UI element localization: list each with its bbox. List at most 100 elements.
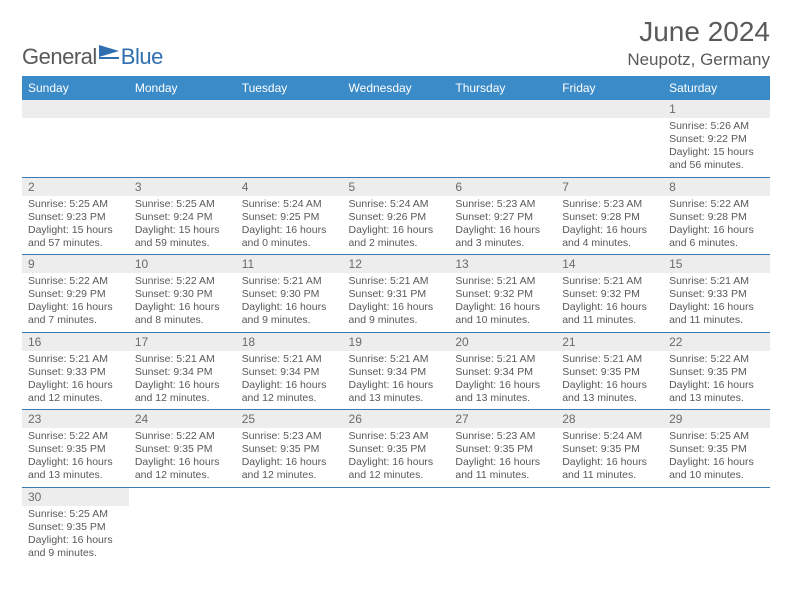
sunset-text: Sunset: 9:35 PM bbox=[455, 443, 550, 456]
calendar-cell bbox=[663, 487, 770, 564]
sunset-text: Sunset: 9:33 PM bbox=[669, 288, 764, 301]
day-details: Sunrise: 5:25 AMSunset: 9:35 PMDaylight:… bbox=[22, 506, 129, 565]
sunset-text: Sunset: 9:35 PM bbox=[349, 443, 444, 456]
location: Neupotz, Germany bbox=[627, 50, 770, 70]
calendar-cell: 16Sunrise: 5:21 AMSunset: 9:33 PMDayligh… bbox=[22, 332, 129, 410]
day-details: Sunrise: 5:23 AMSunset: 9:28 PMDaylight:… bbox=[556, 196, 663, 255]
calendar-cell bbox=[129, 100, 236, 177]
day-number: 30 bbox=[22, 488, 129, 506]
day-details: Sunrise: 5:22 AMSunset: 9:35 PMDaylight:… bbox=[129, 428, 236, 487]
day-number: 9 bbox=[22, 255, 129, 273]
col-sat: Saturday bbox=[663, 76, 770, 100]
calendar-cell: 13Sunrise: 5:21 AMSunset: 9:32 PMDayligh… bbox=[449, 255, 556, 333]
daylight-text: Daylight: 16 hours and 9 minutes. bbox=[242, 301, 337, 327]
day-header-row: Sunday Monday Tuesday Wednesday Thursday… bbox=[22, 76, 770, 100]
calendar-row: 30Sunrise: 5:25 AMSunset: 9:35 PMDayligh… bbox=[22, 487, 770, 564]
day-number: 15 bbox=[663, 255, 770, 273]
daylight-text: Daylight: 16 hours and 13 minutes. bbox=[455, 379, 550, 405]
calendar-cell bbox=[343, 487, 450, 564]
day-number: 21 bbox=[556, 333, 663, 351]
daylight-text: Daylight: 16 hours and 8 minutes. bbox=[135, 301, 230, 327]
day-details: Sunrise: 5:24 AMSunset: 9:25 PMDaylight:… bbox=[236, 196, 343, 255]
day-details: Sunrise: 5:21 AMSunset: 9:34 PMDaylight:… bbox=[129, 351, 236, 410]
daylight-text: Daylight: 16 hours and 2 minutes. bbox=[349, 224, 444, 250]
calendar-cell: 22Sunrise: 5:22 AMSunset: 9:35 PMDayligh… bbox=[663, 332, 770, 410]
sunset-text: Sunset: 9:34 PM bbox=[135, 366, 230, 379]
col-mon: Monday bbox=[129, 76, 236, 100]
sunrise-text: Sunrise: 5:25 AM bbox=[135, 198, 230, 211]
sunrise-text: Sunrise: 5:22 AM bbox=[669, 198, 764, 211]
sunset-text: Sunset: 9:35 PM bbox=[242, 443, 337, 456]
daylight-text: Daylight: 16 hours and 12 minutes. bbox=[242, 456, 337, 482]
sunset-text: Sunset: 9:29 PM bbox=[28, 288, 123, 301]
calendar-cell: 3Sunrise: 5:25 AMSunset: 9:24 PMDaylight… bbox=[129, 177, 236, 255]
daylight-text: Daylight: 16 hours and 10 minutes. bbox=[669, 456, 764, 482]
title-block: June 2024 Neupotz, Germany bbox=[627, 16, 770, 70]
sunset-text: Sunset: 9:32 PM bbox=[455, 288, 550, 301]
calendar-cell: 18Sunrise: 5:21 AMSunset: 9:34 PMDayligh… bbox=[236, 332, 343, 410]
calendar-cell: 12Sunrise: 5:21 AMSunset: 9:31 PMDayligh… bbox=[343, 255, 450, 333]
day-number: 1 bbox=[663, 100, 770, 118]
sunrise-text: Sunrise: 5:26 AM bbox=[669, 120, 764, 133]
sunset-text: Sunset: 9:28 PM bbox=[669, 211, 764, 224]
day-number: 7 bbox=[556, 178, 663, 196]
day-details: Sunrise: 5:21 AMSunset: 9:30 PMDaylight:… bbox=[236, 273, 343, 332]
day-details: Sunrise: 5:21 AMSunset: 9:34 PMDaylight:… bbox=[343, 351, 450, 410]
sunset-text: Sunset: 9:31 PM bbox=[349, 288, 444, 301]
day-details: Sunrise: 5:21 AMSunset: 9:34 PMDaylight:… bbox=[449, 351, 556, 410]
daylight-text: Daylight: 16 hours and 10 minutes. bbox=[455, 301, 550, 327]
calendar-cell: 23Sunrise: 5:22 AMSunset: 9:35 PMDayligh… bbox=[22, 410, 129, 488]
sunset-text: Sunset: 9:32 PM bbox=[562, 288, 657, 301]
calendar-cell: 4Sunrise: 5:24 AMSunset: 9:25 PMDaylight… bbox=[236, 177, 343, 255]
calendar-cell: 15Sunrise: 5:21 AMSunset: 9:33 PMDayligh… bbox=[663, 255, 770, 333]
calendar-cell bbox=[449, 100, 556, 177]
daylight-text: Daylight: 16 hours and 12 minutes. bbox=[135, 379, 230, 405]
daylight-text: Daylight: 16 hours and 12 minutes. bbox=[349, 456, 444, 482]
sunrise-text: Sunrise: 5:22 AM bbox=[28, 275, 123, 288]
sunset-text: Sunset: 9:35 PM bbox=[28, 443, 123, 456]
blank-daynum bbox=[129, 100, 236, 118]
daylight-text: Daylight: 16 hours and 13 minutes. bbox=[562, 379, 657, 405]
sunrise-text: Sunrise: 5:24 AM bbox=[562, 430, 657, 443]
sunrise-text: Sunrise: 5:21 AM bbox=[242, 275, 337, 288]
sunset-text: Sunset: 9:28 PM bbox=[562, 211, 657, 224]
day-details: Sunrise: 5:23 AMSunset: 9:27 PMDaylight:… bbox=[449, 196, 556, 255]
calendar-row: 9Sunrise: 5:22 AMSunset: 9:29 PMDaylight… bbox=[22, 255, 770, 333]
col-tue: Tuesday bbox=[236, 76, 343, 100]
day-details: Sunrise: 5:22 AMSunset: 9:35 PMDaylight:… bbox=[22, 428, 129, 487]
calendar-cell bbox=[236, 100, 343, 177]
sunrise-text: Sunrise: 5:24 AM bbox=[242, 198, 337, 211]
sunset-text: Sunset: 9:23 PM bbox=[28, 211, 123, 224]
daylight-text: Daylight: 15 hours and 57 minutes. bbox=[28, 224, 123, 250]
day-details: Sunrise: 5:22 AMSunset: 9:28 PMDaylight:… bbox=[663, 196, 770, 255]
day-number: 24 bbox=[129, 410, 236, 428]
day-details: Sunrise: 5:21 AMSunset: 9:33 PMDaylight:… bbox=[22, 351, 129, 410]
page-title: June 2024 bbox=[627, 16, 770, 48]
calendar-cell: 11Sunrise: 5:21 AMSunset: 9:30 PMDayligh… bbox=[236, 255, 343, 333]
sunrise-text: Sunrise: 5:22 AM bbox=[669, 353, 764, 366]
daylight-text: Daylight: 16 hours and 7 minutes. bbox=[28, 301, 123, 327]
day-number: 25 bbox=[236, 410, 343, 428]
day-details: Sunrise: 5:26 AMSunset: 9:22 PMDaylight:… bbox=[663, 118, 770, 177]
calendar-row: 23Sunrise: 5:22 AMSunset: 9:35 PMDayligh… bbox=[22, 410, 770, 488]
calendar-cell bbox=[236, 487, 343, 564]
day-number: 22 bbox=[663, 333, 770, 351]
day-details: Sunrise: 5:22 AMSunset: 9:35 PMDaylight:… bbox=[663, 351, 770, 410]
day-details: Sunrise: 5:25 AMSunset: 9:24 PMDaylight:… bbox=[129, 196, 236, 255]
sunset-text: Sunset: 9:22 PM bbox=[669, 133, 764, 146]
calendar-cell: 9 Sunrise: 5:22 AMSunset: 9:29 PMDaylight… bbox=[22, 255, 129, 333]
daylight-text: Daylight: 16 hours and 12 minutes. bbox=[28, 379, 123, 405]
col-sun: Sunday bbox=[22, 76, 129, 100]
sunrise-text: Sunrise: 5:21 AM bbox=[349, 353, 444, 366]
calendar-cell bbox=[556, 100, 663, 177]
calendar-row: 16Sunrise: 5:21 AMSunset: 9:33 PMDayligh… bbox=[22, 332, 770, 410]
sunrise-text: Sunrise: 5:23 AM bbox=[455, 198, 550, 211]
sunrise-text: Sunrise: 5:22 AM bbox=[28, 430, 123, 443]
sunset-text: Sunset: 9:35 PM bbox=[669, 443, 764, 456]
daylight-text: Daylight: 15 hours and 59 minutes. bbox=[135, 224, 230, 250]
sunrise-text: Sunrise: 5:25 AM bbox=[28, 198, 123, 211]
sunset-text: Sunset: 9:24 PM bbox=[135, 211, 230, 224]
sunrise-text: Sunrise: 5:22 AM bbox=[135, 430, 230, 443]
calendar-cell: 29Sunrise: 5:25 AMSunset: 9:35 PMDayligh… bbox=[663, 410, 770, 488]
day-number: 13 bbox=[449, 255, 556, 273]
